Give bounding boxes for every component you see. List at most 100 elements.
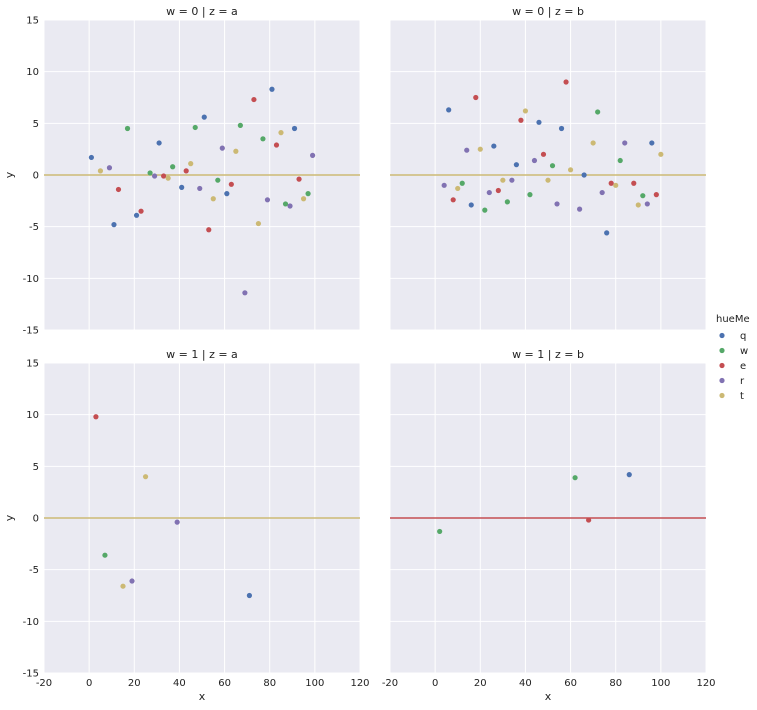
data-point [464, 147, 470, 153]
x-tick-label: 40 [519, 678, 532, 689]
panel-title: w = 1 | z = b [512, 348, 584, 361]
y-tick-label: 5 [33, 119, 39, 130]
legend-marker [719, 347, 725, 354]
data-point [188, 161, 194, 167]
data-point [522, 108, 529, 114]
y-tick-label: 15 [26, 16, 39, 27]
data-point [93, 414, 99, 420]
data-point [581, 172, 587, 178]
data-point [504, 199, 510, 205]
y-tick-label: 10 [26, 410, 39, 421]
data-point [219, 145, 225, 151]
data-point [251, 96, 257, 103]
data-point [518, 117, 524, 123]
data-point [170, 164, 176, 170]
data-point [165, 175, 171, 181]
x-tick-label: 60 [564, 678, 577, 689]
x-axis-label: x [199, 690, 206, 703]
data-point [626, 472, 632, 478]
data-point [192, 124, 198, 131]
legend-label: r [740, 376, 745, 387]
data-point [269, 86, 275, 92]
data-point [179, 184, 185, 190]
data-point [183, 168, 189, 174]
data-point [174, 519, 180, 525]
data-point [300, 196, 307, 202]
facet-panel: w = 1 | z = a -15 -10 -5 0 5 10 15 y -20 0 20 40 60 80… [3, 348, 370, 703]
y-tick-label: -15 [23, 326, 39, 337]
x-tick-label: -20 [382, 678, 398, 689]
y-tick-label: 5 [33, 462, 39, 473]
data-point [264, 197, 271, 203]
data-point [437, 528, 443, 535]
data-point [586, 517, 592, 523]
data-point [273, 142, 280, 148]
data-point [446, 107, 452, 113]
data-point [287, 203, 293, 209]
x-tick-label: 80 [263, 678, 276, 689]
data-point [260, 136, 266, 142]
data-point [224, 191, 230, 197]
data-point [604, 230, 610, 236]
data-point [237, 122, 243, 128]
data-point [233, 148, 239, 154]
y-tick-label: -10 [23, 617, 39, 628]
data-point [644, 201, 650, 207]
y-tick-label: -5 [29, 222, 39, 233]
panel-title: w = 0 | z = b [512, 5, 584, 18]
data-point [161, 173, 167, 179]
legend-label: w [740, 346, 748, 357]
x-tick-label: 0 [86, 678, 92, 689]
data-point [142, 474, 149, 480]
data-point [500, 177, 506, 183]
data-point [540, 151, 547, 157]
data-point [486, 189, 492, 196]
data-point [129, 578, 135, 584]
data-point [246, 592, 252, 599]
data-point [527, 192, 533, 198]
data-point [572, 475, 578, 481]
data-point [228, 181, 234, 187]
panel-title: w = 1 | z = a [166, 348, 238, 361]
data-point [201, 114, 207, 120]
x-tick-label: 60 [218, 678, 231, 689]
x-tick-label: 0 [432, 678, 438, 689]
data-point [536, 119, 542, 125]
x-tick-label: 20 [128, 678, 141, 689]
y-axis-label: y [3, 514, 16, 521]
data-point [282, 201, 289, 207]
legend-marker [719, 332, 725, 339]
data-point [595, 109, 601, 115]
data-point [509, 177, 515, 183]
data-point [106, 165, 113, 171]
data-point [473, 94, 479, 101]
y-tick-label: -15 [23, 669, 39, 680]
legend-title: hueMe [716, 314, 750, 325]
data-point [577, 206, 583, 212]
data-point [545, 177, 551, 183]
legend-label: t [740, 391, 744, 402]
legend-marker [719, 392, 725, 399]
data-point [482, 207, 488, 213]
x-tick-label: 100 [305, 678, 324, 689]
data-point [613, 182, 619, 188]
data-point [138, 208, 144, 214]
data-point [531, 157, 538, 164]
panel-title: w = 0 | z = a [166, 5, 238, 18]
legend-label: q [740, 331, 746, 342]
y-axis-label: y [3, 171, 16, 178]
data-point [513, 162, 520, 168]
x-tick-label: 100 [651, 678, 670, 689]
data-point [635, 202, 641, 208]
data-point [567, 167, 574, 173]
data-point [441, 182, 447, 188]
data-point [156, 140, 162, 146]
data-point [450, 197, 456, 203]
legend-label: e [740, 361, 746, 372]
data-point [242, 290, 248, 296]
data-point [111, 222, 117, 228]
facet-panel: w = 0 | z = b [389, 5, 707, 331]
data-point [305, 191, 311, 197]
facet-panel: w = 1 | z = b -20 0 20 40 60 80 100 120 x [382, 348, 716, 703]
